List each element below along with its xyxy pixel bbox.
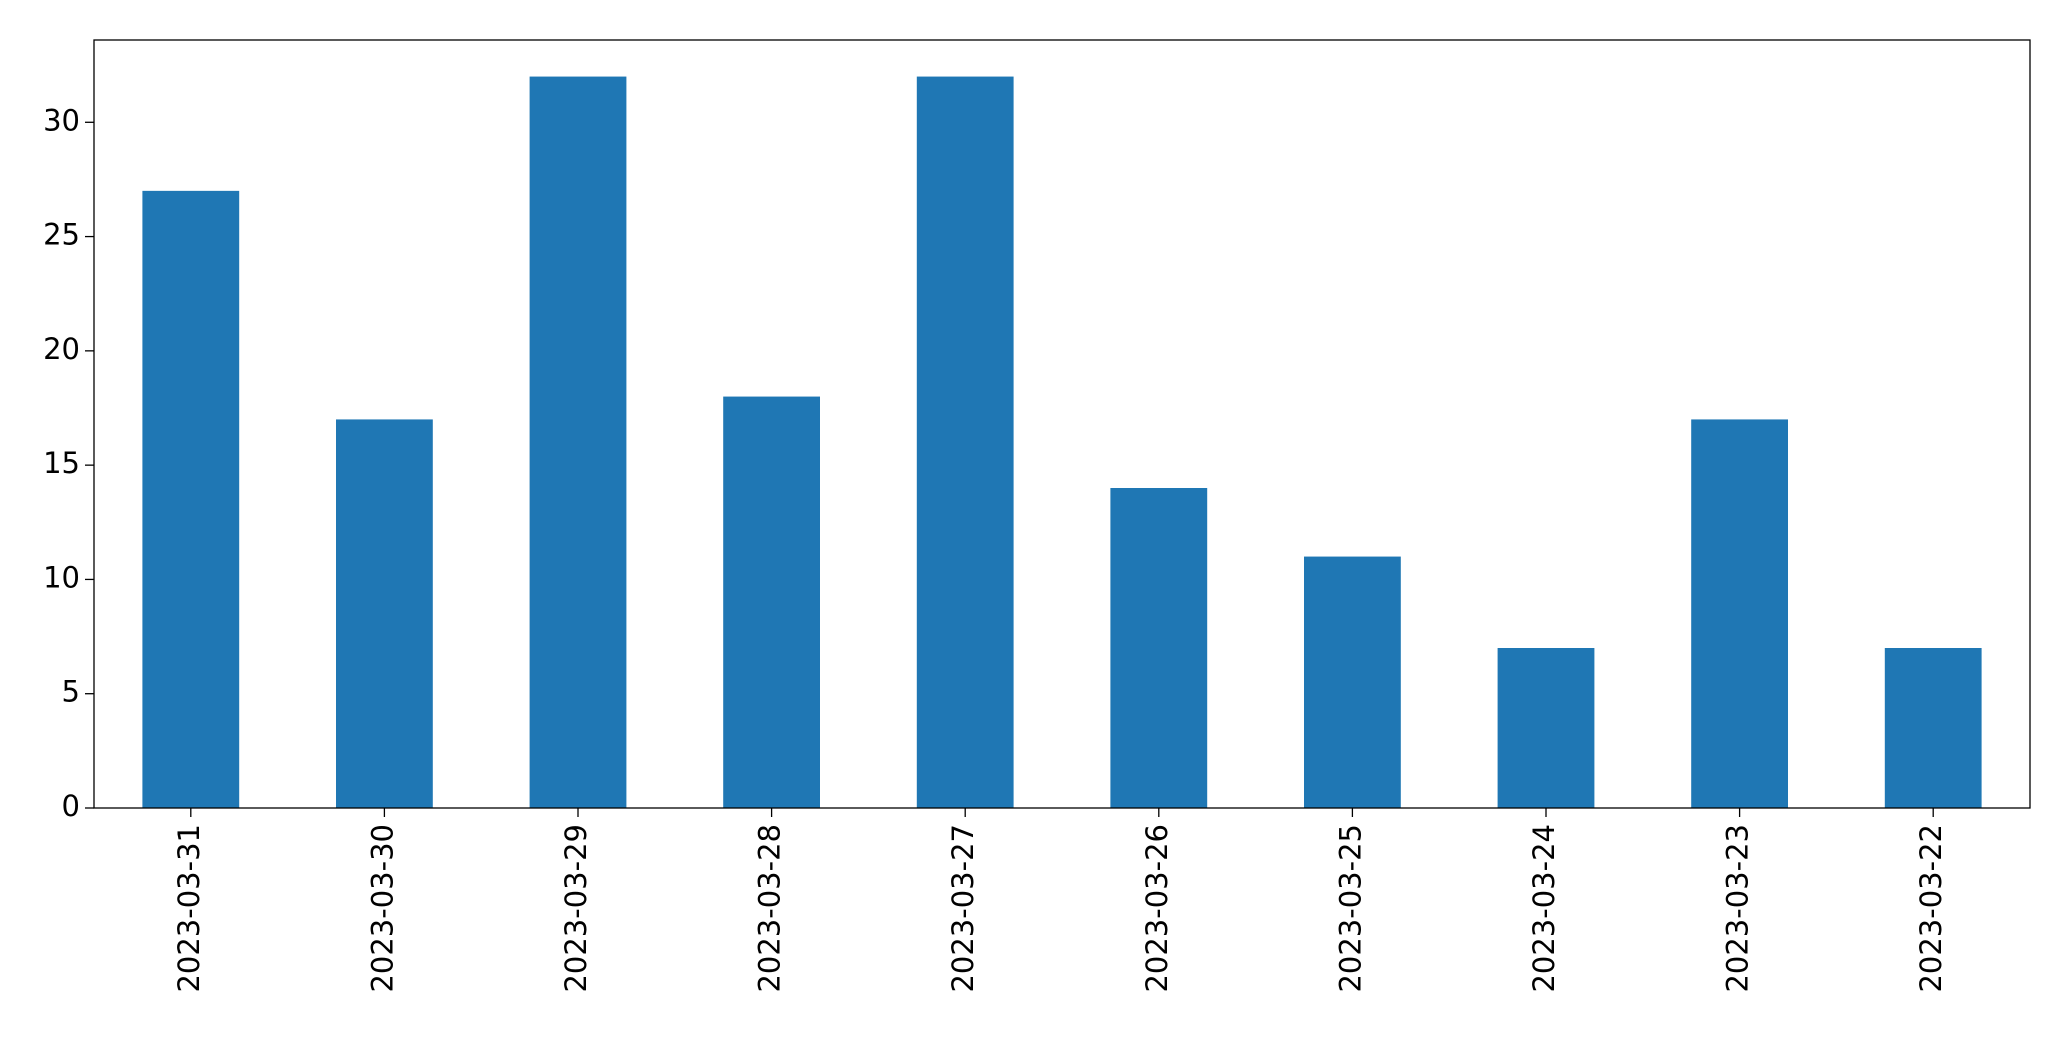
x-tick-label: 2023-03-25: [1333, 824, 1367, 993]
y-tick-label: 15: [43, 446, 80, 480]
x-tick-label: 2023-03-23: [1721, 824, 1755, 993]
bar: [1884, 648, 1982, 808]
y-tick-label: 5: [62, 675, 80, 709]
bar: [1691, 419, 1788, 808]
x-tick-label: 2023-03-28: [753, 824, 787, 993]
bar: [1497, 648, 1595, 808]
x-tick-label: 2023-03-29: [559, 824, 593, 993]
y-tick-label: 25: [43, 218, 80, 252]
y-tick-label: 30: [43, 103, 80, 137]
bar: [723, 396, 820, 808]
x-tick-label: 2023-03-22: [1914, 824, 1948, 993]
x-tick-label: 2023-03-30: [365, 824, 399, 993]
bar: [336, 419, 433, 808]
y-tick-label: 20: [43, 332, 80, 366]
y-tick-label: 0: [62, 789, 80, 823]
x-tick-label: 2023-03-27: [946, 824, 980, 993]
bar: [916, 76, 1014, 809]
bar: [529, 76, 627, 809]
x-tick-label: 2023-03-24: [1527, 824, 1561, 993]
bar: [1304, 556, 1401, 808]
x-tick-label: 2023-03-31: [172, 824, 206, 993]
x-tick-label: 2023-03-26: [1140, 824, 1174, 993]
plot-frame: [93, 39, 2031, 809]
bar: [142, 190, 240, 808]
y-tick-label: 10: [43, 560, 80, 594]
bar: [1110, 488, 1208, 808]
